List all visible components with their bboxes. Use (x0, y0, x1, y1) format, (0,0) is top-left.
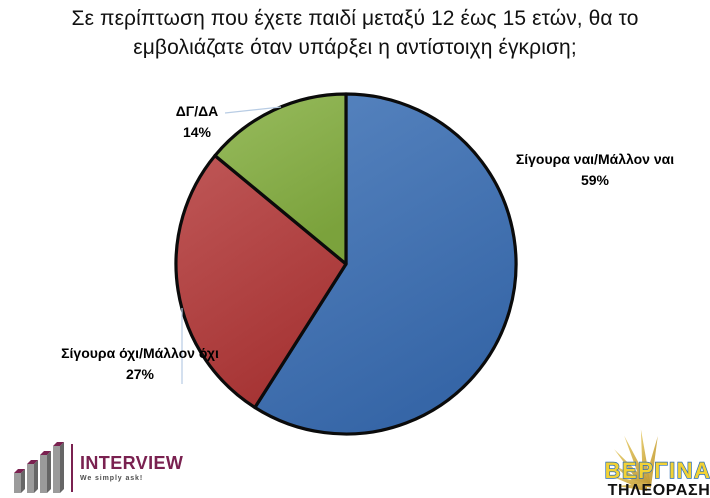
bar-chart-icon (14, 442, 64, 493)
pie-slice-sigoura-ochi (174, 154, 348, 410)
slice-label-yes-text: Σίγουρα ναι/Μάλλον ναι (515, 151, 675, 167)
vergina-sun-icon (610, 429, 658, 491)
interview-logo: INTERVIEW We simply ask! (14, 440, 183, 496)
chart-title-line1: Σε περίπτωση που έχετε παιδί μεταξύ 12 έ… (71, 7, 639, 30)
logo-divider (71, 444, 73, 492)
pie-slices (174, 92, 518, 436)
slice-label-yes: Σίγουρα ναι/Μάλλον ναι 59% (480, 149, 710, 191)
vergina-logo-subtitle: ΤΗΛΕΟΡΑΣΗ (608, 482, 710, 498)
interview-logo-tagline: We simply ask! (80, 475, 144, 482)
pie-slice-dg-da (213, 92, 348, 266)
slice-label-yes-value: 59% (580, 172, 610, 188)
slice-label-no: Σίγουρα όχι/Μάλλον όχι 27% (28, 343, 252, 385)
vergina-logo-name: ΒΕΡΓΙΝΑ (605, 458, 710, 483)
chart-title: Σε περίπτωση που έχετε παιδί μεταξύ 12 έ… (0, 4, 710, 62)
interview-logo-name: INTERVIEW (80, 453, 184, 473)
leader-lines (181, 106, 282, 384)
slice-label-no-text: Σίγουρα όχι/Μάλλον όχι (61, 345, 219, 361)
vergina-tv-logo: ΒΕΡΓΙΝΑ ΤΗΛΕΟΡΑΣΗ (604, 429, 710, 498)
slice-label-dgda: ΔΓ/ΔΑ 14% (152, 101, 242, 143)
slice-label-dgda-value: 14% (182, 124, 212, 140)
chart-title-line2: εμβολιάζατε όταν υπάρξει η αντίστοιχη έγ… (133, 36, 577, 59)
leader-line-dgda (224, 106, 282, 114)
slice-label-dgda-text: ΔΓ/ΔΑ (175, 103, 219, 119)
slice-label-no-value: 27% (125, 366, 155, 382)
pie-slice-sigoura-nai (253, 92, 518, 436)
